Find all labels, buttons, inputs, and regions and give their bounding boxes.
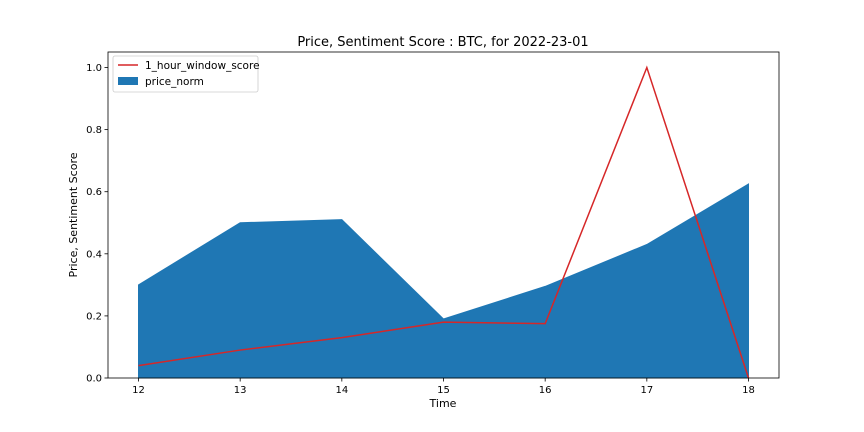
price-area-layer (138, 183, 749, 379)
x-tick-label: 15 (437, 385, 450, 396)
y-axis-label: Price, Sentiment Score (67, 152, 80, 277)
score-line (138, 65, 750, 379)
y-axis-ticks: 0.0 0.2 0.4 0.6 0.8 1.0 (86, 63, 108, 385)
x-axis-ticks: 12 13 14 15 16 17 18 (132, 378, 755, 396)
price-norm-area (138, 183, 749, 379)
legend-area-swatch (118, 77, 138, 85)
y-tick-label: 0.2 (86, 311, 102, 322)
legend: 1_hour_window_score price_norm (112, 55, 260, 93)
legend-label-score: 1_hour_window_score (145, 60, 260, 72)
score-line-layer (138, 65, 750, 379)
y-tick-label: 0.0 (86, 374, 102, 385)
legend-label-price: price_norm (145, 76, 204, 88)
y-tick-label: 1.0 (86, 63, 102, 74)
x-tick-label: 18 (742, 385, 755, 396)
y-tick-label: 0.4 (86, 249, 102, 260)
y-tick-label: 0.8 (86, 125, 102, 136)
x-tick-label: 17 (640, 385, 653, 396)
x-tick-label: 16 (539, 385, 552, 396)
x-tick-label: 13 (234, 385, 247, 396)
x-tick-label: 14 (335, 385, 348, 396)
legend-box (112, 55, 259, 93)
y-tick-label: 0.6 (86, 187, 102, 198)
x-axis-label: Time (429, 397, 457, 410)
chart-title: Price, Sentiment Score : BTC, for 2022-2… (297, 35, 588, 50)
x-tick-label: 12 (132, 385, 145, 396)
plot-area (107, 51, 780, 379)
